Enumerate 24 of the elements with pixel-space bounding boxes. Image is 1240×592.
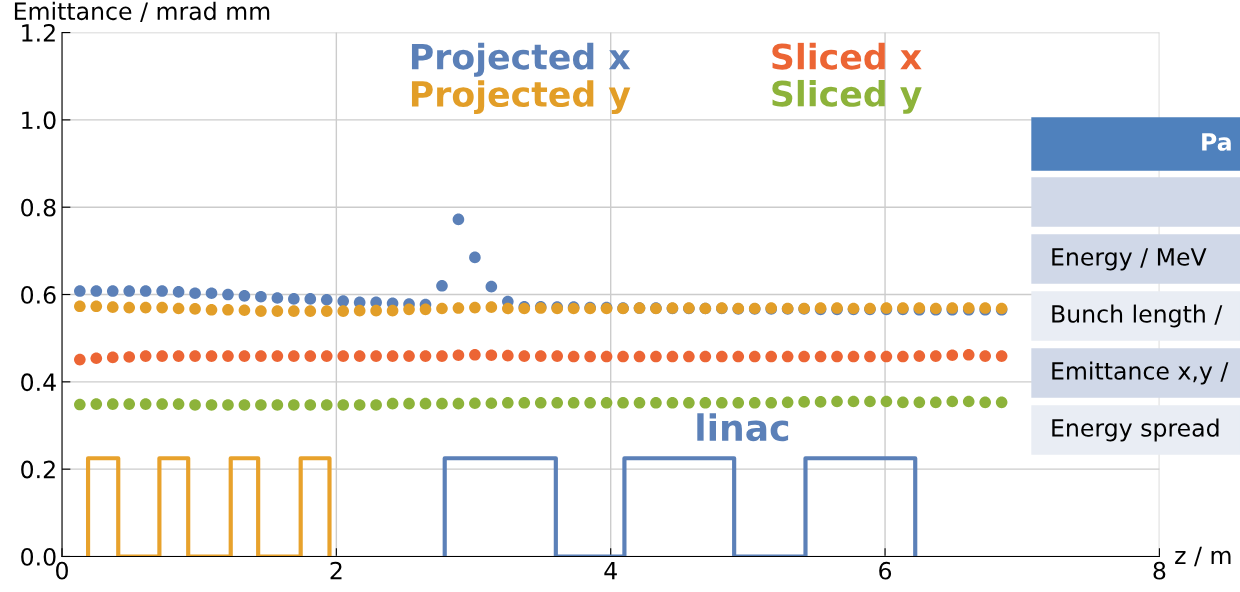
x-tick-label: 4 [604,562,617,580]
y-tick-label: 0.6 [21,285,56,304]
text: Projected y [411,80,631,115]
x-tick-label: 6 [879,561,892,580]
y-tick-label: 0.2 [21,460,55,479]
y-tick-label: 1.2 [22,24,55,42]
annotation: Bunch length / [1052,304,1223,328]
annotation: linac [697,413,789,442]
x-tick-label: 0 [56,561,68,580]
x-tick-label: 8 [1153,561,1166,580]
y-tick-label: 0.0 [21,547,56,566]
x-tick-label: 2 [330,561,342,580]
text: Sliced x [772,42,922,70]
y-axis-title: Emittance / mrad mm [14,1,270,22]
annotation: Emittance x,y / [1052,361,1229,385]
text: Pa [1202,133,1231,151]
annotation: Energy spread [1052,418,1219,442]
y-tick-label: 1.0 [22,111,56,130]
y-tick-label: 0.8 [21,198,56,217]
annotation: Energy / MeV [1052,248,1207,271]
x-axis-title: z / m [1175,546,1231,567]
text: Projected x [411,42,631,77]
y-tick-label: 0.4 [21,373,56,392]
text: Sliced y [772,79,922,114]
